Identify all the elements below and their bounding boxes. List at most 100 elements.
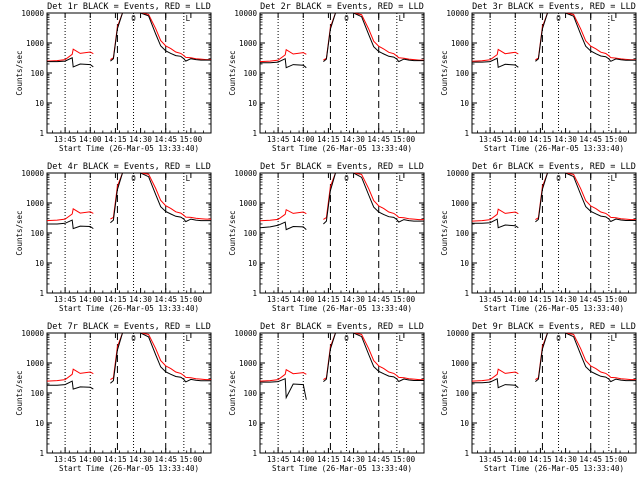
plot-frame xyxy=(471,172,637,294)
marker-label-o: O xyxy=(131,174,136,183)
y-tick-label: 100 xyxy=(243,69,257,78)
marker-label-o: O xyxy=(344,174,349,183)
series-events-line xyxy=(535,172,636,223)
y-tick-label: 1 xyxy=(464,129,469,138)
x-axis-label: Start Time (26-Mar-05 13:33:40) xyxy=(484,304,624,313)
x-tick-label: 15:00 xyxy=(605,455,628,464)
x-tick-label: 14:15 xyxy=(104,135,127,144)
marker-label-o: O xyxy=(131,14,136,23)
marker-label-o: O xyxy=(556,14,561,23)
y-tick-label: 1000 xyxy=(239,199,258,208)
x-axis-label: Start Time (26-Mar-05 13:33:40) xyxy=(484,464,624,473)
chart-panel-det-7: Det 7r BLACK = Events, RED = LLD 1 10 100 10… xyxy=(15,322,212,473)
series-events-line xyxy=(323,172,424,225)
x-tick-label: 15:00 xyxy=(180,135,203,144)
series-events-line xyxy=(47,57,94,68)
plot-frame xyxy=(471,12,637,134)
x-tick-label: 14:15 xyxy=(529,455,552,464)
x-tick-label: 14:00 xyxy=(292,135,315,144)
y-axis-label: Counts/sec xyxy=(440,370,449,415)
x-tick-label: 14:45 xyxy=(579,135,602,144)
series-lld-line xyxy=(323,12,424,61)
plot-frame xyxy=(259,12,425,134)
series-lld-line xyxy=(535,172,636,221)
x-tick-label: 13:45 xyxy=(479,135,502,144)
x-tick-label: 14:00 xyxy=(504,135,527,144)
x-tick-label: 14:30 xyxy=(129,455,152,464)
series-lld-line xyxy=(46,207,94,222)
x-tick-label: 15:00 xyxy=(180,295,203,304)
series-events-line xyxy=(472,57,519,69)
series-events-line xyxy=(535,332,636,383)
marker-label-l: L xyxy=(186,334,191,343)
y-tick-label: 1 xyxy=(464,289,469,298)
x-tick-label: 14:30 xyxy=(342,295,365,304)
series-lld-line xyxy=(535,332,636,381)
x-tick-label: 14:30 xyxy=(342,455,365,464)
y-tick-label: 10 xyxy=(248,259,258,268)
x-tick-label: 14:15 xyxy=(529,295,552,304)
x-tick-label: 14:45 xyxy=(154,455,177,464)
y-tick-label: 1 xyxy=(39,289,44,298)
y-axis-label: Counts/sec xyxy=(15,370,24,415)
marker-label-l: L xyxy=(399,174,404,183)
y-tick-label: 1 xyxy=(252,129,257,138)
chart-title: Det 9r BLACK = Events, RED = LLD xyxy=(472,322,636,332)
series-events-line xyxy=(535,12,636,62)
y-tick-label: 1000 xyxy=(451,199,470,208)
series-lld-line xyxy=(471,208,519,222)
series-events-line xyxy=(323,12,424,63)
chart-panel-det-9: Det 9r BLACK = Events, RED = LLD 1 10 100 10… xyxy=(440,322,637,473)
series-lld-line xyxy=(259,368,307,382)
x-tick-label: 14:30 xyxy=(554,295,577,304)
y-axis-label: Counts/sec xyxy=(228,50,237,95)
x-axis-label: Start Time (26-Mar-05 13:33:40) xyxy=(59,464,199,473)
chart-title: Det 7r BLACK = Events, RED = LLD xyxy=(47,322,211,332)
x-tick-label: 15:00 xyxy=(393,455,416,464)
x-tick-label: 14:45 xyxy=(154,135,177,144)
x-tick-label: 15:00 xyxy=(605,135,628,144)
chart-panel-det-2: Det 2r BLACK = Events, RED = LLD 1 10 100 10… xyxy=(228,2,425,153)
x-tick-label: 14:45 xyxy=(579,455,602,464)
marker-label-o: O xyxy=(556,334,561,343)
marker-label-l: L xyxy=(611,334,616,343)
x-tick-label: 13:45 xyxy=(267,135,290,144)
x-tick-label: 14:30 xyxy=(342,135,365,144)
x-axis-label: Start Time (26-Mar-05 13:33:40) xyxy=(484,144,624,153)
plot-frame xyxy=(46,12,212,134)
x-tick-label: 13:45 xyxy=(267,455,290,464)
chart-title: Det 8r BLACK = Events, RED = LLD xyxy=(260,322,424,332)
x-tick-label: 13:45 xyxy=(54,455,77,464)
series-events-line xyxy=(110,332,211,384)
y-tick-label: 10 xyxy=(248,419,258,428)
marker-label-l: L xyxy=(611,174,616,183)
chart-title: Det 6r BLACK = Events, RED = LLD xyxy=(472,162,636,172)
x-axis-label: Start Time (26-Mar-05 13:33:40) xyxy=(59,304,199,313)
marker-label-o: O xyxy=(344,14,349,23)
marker-label-o: O xyxy=(344,334,349,343)
chart-panel-det-3: Det 3r BLACK = Events, RED = LLD 1 10 100 10… xyxy=(440,2,637,153)
x-tick-label: 14:15 xyxy=(529,135,552,144)
x-tick-label: 14:15 xyxy=(104,295,127,304)
x-tick-label: 13:45 xyxy=(54,135,77,144)
y-tick-label: 100 xyxy=(30,389,44,398)
series-lld-line xyxy=(471,48,519,62)
y-axis-label: Counts/sec xyxy=(440,210,449,255)
x-tick-label: 14:45 xyxy=(579,295,602,304)
x-tick-label: 14:30 xyxy=(554,135,577,144)
chart-title: Det 5r BLACK = Events, RED = LLD xyxy=(260,162,424,172)
y-tick-label: 10 xyxy=(460,259,470,268)
series-events-line xyxy=(472,218,519,229)
y-tick-label: 10 xyxy=(248,99,258,108)
series-events-line xyxy=(110,172,211,224)
y-tick-label: 1000 xyxy=(26,359,45,368)
marker-label-l: L xyxy=(399,14,404,23)
x-tick-label: 14:15 xyxy=(104,455,127,464)
y-tick-label: 10 xyxy=(35,419,45,428)
series-lld-line xyxy=(535,12,636,61)
plot-frame xyxy=(46,332,212,454)
plot-frame xyxy=(259,172,425,294)
x-tick-label: 14:00 xyxy=(79,295,102,304)
x-tick-label: 15:00 xyxy=(393,295,416,304)
x-tick-label: 14:00 xyxy=(504,295,527,304)
